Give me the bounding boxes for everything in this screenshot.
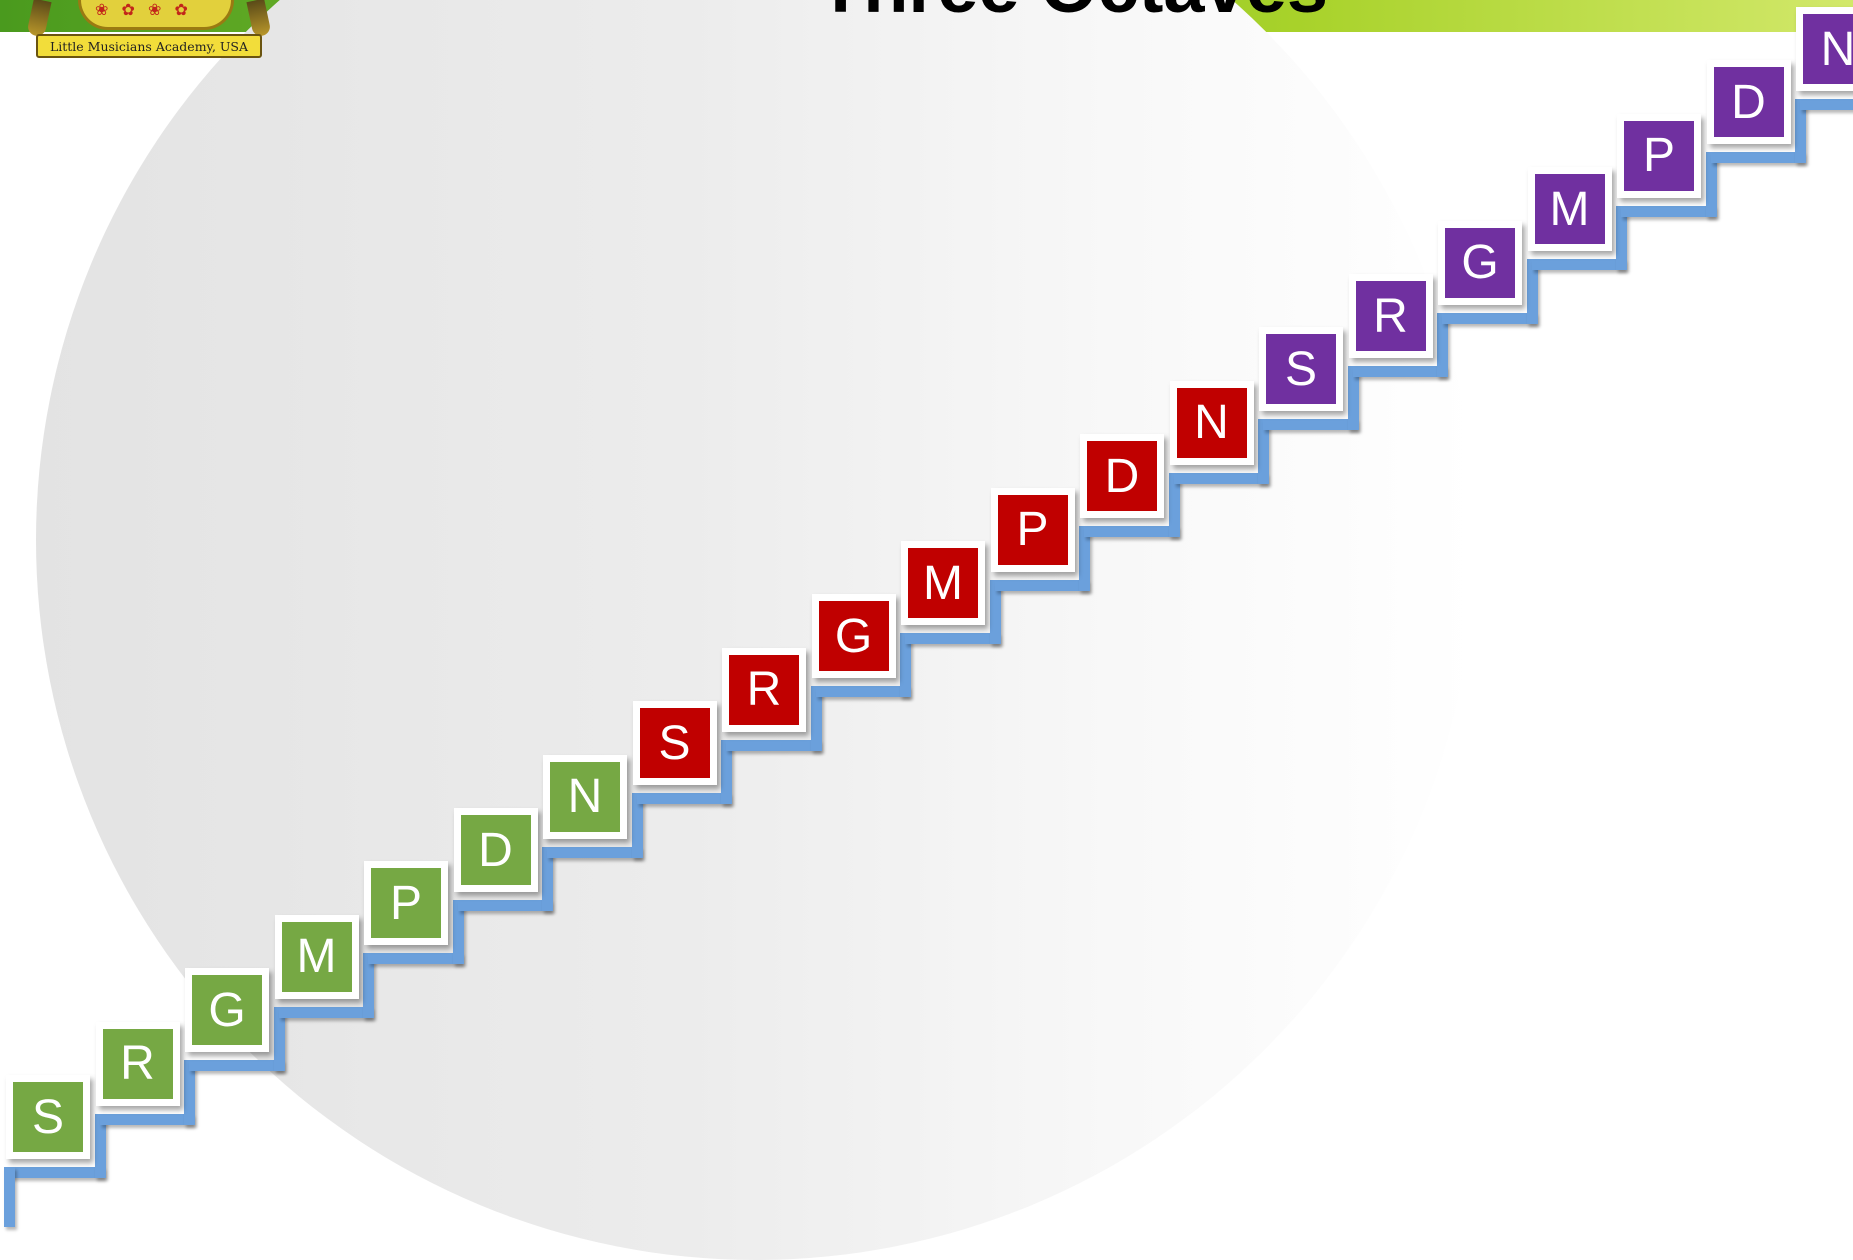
stair-riser	[1795, 99, 1806, 164]
note-tile: N	[1169, 380, 1254, 465]
note-tile: P	[990, 487, 1075, 572]
note-tile: D	[1706, 60, 1791, 145]
stair-tread	[1621, 205, 1715, 217]
note-tile: P	[1617, 113, 1701, 198]
stair-riser	[810, 686, 822, 751]
stair-riser	[1526, 259, 1538, 324]
stair-tread	[1800, 99, 1853, 110]
stair-riser	[542, 846, 553, 911]
note-tile: G	[1438, 220, 1522, 305]
stair-riser	[452, 900, 464, 965]
stair-riser	[1258, 419, 1269, 484]
stair-tread	[189, 1060, 283, 1072]
stair-base-edge	[4, 1167, 15, 1227]
stair-riser	[1437, 312, 1448, 377]
logo-banner: Little Musicians Academy, USA	[36, 34, 262, 58]
stair-tread	[1531, 259, 1625, 271]
stair-riser	[631, 793, 643, 858]
stair-tread	[1352, 366, 1446, 377]
stair-tread	[1084, 526, 1178, 538]
note-tile: N	[543, 754, 627, 839]
note-tile: S	[1259, 327, 1343, 412]
stair-riser	[989, 579, 1001, 644]
stair-tread	[636, 793, 730, 805]
stair-tread	[547, 846, 641, 858]
note-tile: M	[1527, 167, 1612, 252]
note-tile: S	[6, 1075, 90, 1159]
note-tile: R	[722, 647, 806, 732]
stair-tread	[994, 579, 1088, 591]
logo-text: Little Musicians Academy, USA	[49, 39, 249, 54]
stair-riser	[1705, 152, 1717, 217]
note-tile: R	[95, 1021, 180, 1106]
note-tile: N	[1796, 7, 1853, 91]
note-tile: G	[811, 594, 896, 679]
stair-riser	[1168, 472, 1180, 538]
note-tile: G	[185, 968, 269, 1053]
stair-riser	[1616, 205, 1627, 271]
note-tile: S	[632, 701, 717, 786]
stair-riser	[94, 1113, 106, 1178]
stair-riser	[184, 1060, 195, 1125]
stair-tread	[1263, 419, 1357, 431]
stair-tread	[1173, 472, 1267, 484]
stair-tread	[278, 1006, 372, 1018]
stair-tread	[815, 686, 909, 698]
stair-riser	[721, 739, 732, 805]
logo-ornaments: ❀ ✿ ❀ ✿	[95, 0, 192, 19]
note-tile: D	[1080, 434, 1164, 519]
stair-tread	[368, 953, 462, 965]
note-tile: M	[274, 914, 359, 999]
note-tile: R	[1348, 274, 1433, 358]
stair-riser	[900, 633, 911, 698]
stair-tread	[1442, 312, 1536, 324]
stair-riser	[1079, 526, 1090, 591]
stair-riser	[363, 953, 374, 1018]
note-tile: M	[901, 541, 985, 625]
stair-tread	[10, 1167, 104, 1178]
stair-riser	[273, 1006, 285, 1072]
note-tile: D	[453, 808, 538, 892]
note-tile: P	[364, 861, 448, 946]
academy-logo: ❀ ✿ ❀ ✿ Little Musicians Academy, USA	[24, 0, 274, 64]
stair-tread	[99, 1113, 193, 1125]
stair-tread	[905, 633, 999, 644]
stair-tread	[457, 900, 551, 911]
page-title: Three Octaves	[818, 0, 1418, 32]
stair-tread	[1710, 152, 1804, 164]
stair-tread	[726, 739, 820, 751]
stair-riser	[1347, 366, 1359, 431]
